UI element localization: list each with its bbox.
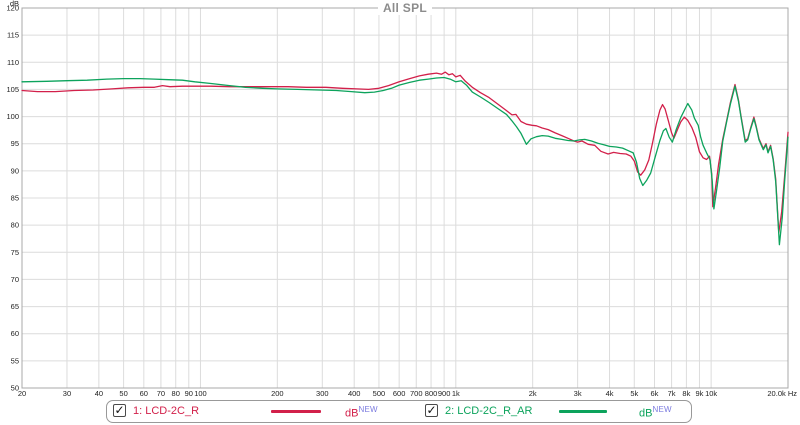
svg-text:9k: 9k <box>695 389 703 398</box>
svg-text:6k: 6k <box>651 389 659 398</box>
svg-text:200: 200 <box>271 389 284 398</box>
y-axis-unit-label: dB <box>10 0 19 8</box>
svg-text:700: 700 <box>410 389 423 398</box>
unit-text: dB <box>345 407 359 420</box>
checkmark-icon: ✓ <box>426 402 437 417</box>
svg-text:85: 85 <box>11 194 19 203</box>
svg-text:5k: 5k <box>630 389 638 398</box>
svg-text:900: 900 <box>438 389 451 398</box>
svg-text:110: 110 <box>7 58 19 67</box>
new-badge: NEW <box>358 405 378 414</box>
svg-text:60: 60 <box>140 389 148 398</box>
measurement-1-checkbox[interactable]: ✓ <box>113 404 126 417</box>
legend-bar: ✓ 1: LCD-2C_R dBNEW ✓ 2: LCD-2C_R_AR dBN… <box>106 400 692 423</box>
svg-text:90: 90 <box>11 166 19 175</box>
svg-text:95: 95 <box>11 139 19 148</box>
svg-text:20.0k Hz: 20.0k Hz <box>767 389 797 398</box>
svg-text:90: 90 <box>185 389 193 398</box>
y-axis-labels: 120 115 110 105 100 95 90 85 80 75 70 65 60 55 50 dB <box>6 0 19 393</box>
unit-text: dB <box>639 407 653 420</box>
trace-2 <box>21 76 789 246</box>
svg-text:115: 115 <box>7 31 19 40</box>
svg-text:300: 300 <box>316 389 329 398</box>
svg-text:80: 80 <box>172 389 180 398</box>
svg-text:50: 50 <box>119 389 127 398</box>
measurement-1-line-swatch <box>271 410 321 413</box>
svg-text:10k: 10k <box>705 389 717 398</box>
measurement-1-label[interactable]: 1: LCD-2C_R <box>133 405 200 417</box>
svg-text:40: 40 <box>95 389 103 398</box>
svg-text:8k: 8k <box>682 389 690 398</box>
checkmark-icon: ✓ <box>114 402 125 417</box>
svg-text:60: 60 <box>11 329 19 338</box>
svg-text:55: 55 <box>11 356 19 365</box>
x-axis-labels: 20 30 40 50 60 70 80 90 100 200 300 400 500 600 700 800… <box>18 389 797 398</box>
svg-text:70: 70 <box>157 389 165 398</box>
measurement-1-unit[interactable]: dBNEW <box>345 405 378 420</box>
svg-text:75: 75 <box>11 248 19 257</box>
svg-text:600: 600 <box>393 389 406 398</box>
svg-text:30: 30 <box>63 389 71 398</box>
svg-text:120: 120 <box>6 4 19 13</box>
svg-text:800: 800 <box>425 389 438 398</box>
svg-text:3k: 3k <box>574 389 582 398</box>
svg-text:100: 100 <box>6 112 19 121</box>
svg-text:65: 65 <box>11 302 19 311</box>
svg-text:105: 105 <box>6 85 19 94</box>
svg-text:4k: 4k <box>606 389 614 398</box>
svg-text:7k: 7k <box>668 389 676 398</box>
svg-text:500: 500 <box>373 389 386 398</box>
svg-text:20: 20 <box>18 389 26 398</box>
new-badge: NEW <box>652 405 672 414</box>
svg-text:70: 70 <box>11 275 19 284</box>
svg-text:1k: 1k <box>452 389 460 398</box>
measurement-2-label[interactable]: 2: LCD-2C_R_AR <box>445 405 533 417</box>
measurement-2-line-swatch <box>559 410 607 413</box>
svg-text:100: 100 <box>194 389 207 398</box>
svg-text:80: 80 <box>11 221 19 230</box>
svg-text:400: 400 <box>348 389 361 398</box>
svg-text:50: 50 <box>11 384 19 393</box>
svg-text:2k: 2k <box>529 389 537 398</box>
measurement-2-unit[interactable]: dBNEW <box>639 405 672 420</box>
measurement-2-checkbox[interactable]: ✓ <box>425 404 438 417</box>
